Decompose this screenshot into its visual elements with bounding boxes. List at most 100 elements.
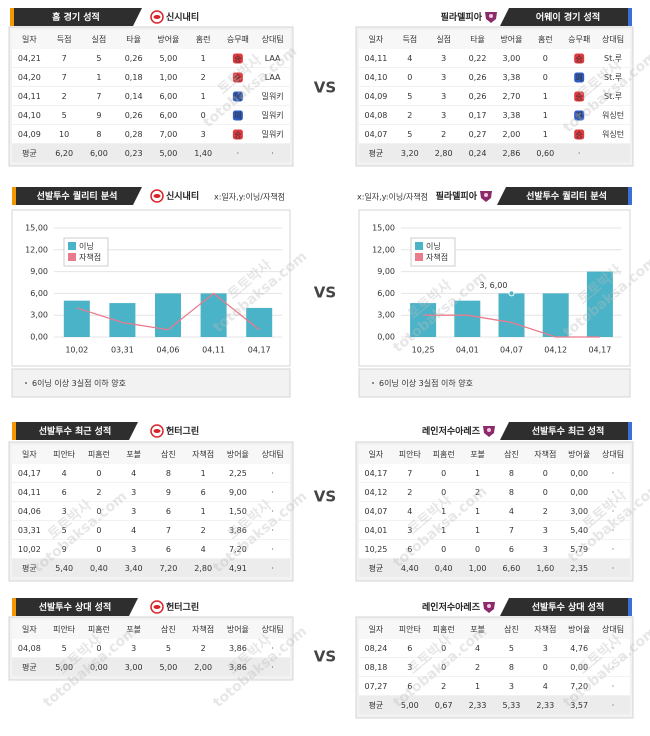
ribbon-accent xyxy=(628,187,632,205)
table-cell: 7,20 xyxy=(159,564,177,573)
result-text: 패 xyxy=(576,73,583,83)
column-header: 실점 xyxy=(436,34,451,44)
table-cell: 04,10 xyxy=(364,73,387,82)
table-cell: 0,24 xyxy=(469,149,487,158)
table-cell: · xyxy=(271,663,274,672)
column-header: 홈런 xyxy=(196,34,211,44)
table-cell: 밀워키 xyxy=(262,111,284,120)
y-tick-label: 12,00 xyxy=(372,245,395,254)
table-cell: 08,24 xyxy=(364,644,387,653)
table-header-row xyxy=(12,445,290,464)
table-cell: 0,40 xyxy=(435,564,453,573)
table-cell: · xyxy=(612,507,615,516)
table-cell: 1,00 xyxy=(159,73,177,82)
column-header: 상대팀 xyxy=(602,449,624,459)
column-header: 피안타 xyxy=(399,449,422,459)
table-cell: · xyxy=(271,507,274,516)
column-header: 방어율 xyxy=(227,449,249,459)
table-cell: LAA xyxy=(265,73,281,82)
table-row xyxy=(359,658,630,676)
table-cell: 0,17 xyxy=(469,111,487,120)
table-cell: 3 xyxy=(543,526,548,535)
y-tick-label: 6,00 xyxy=(377,289,395,298)
table-cell: 1 xyxy=(475,469,480,478)
table-row xyxy=(359,677,630,695)
table-cell: 5,79 xyxy=(570,545,588,554)
table-cell: 3 xyxy=(407,663,412,672)
table-row xyxy=(12,483,290,501)
vs-label: VS xyxy=(314,488,336,506)
column-header: 상대팀 xyxy=(262,449,284,459)
y-tick-label: 9,00 xyxy=(30,267,48,276)
table-cell: 6 xyxy=(166,545,171,554)
column-header: 방어율 xyxy=(500,34,522,44)
table-cell: 6 xyxy=(407,545,412,554)
result-text: 승 xyxy=(576,93,583,102)
table-cell: 5,00 xyxy=(401,701,419,710)
legend-label: 이닝 xyxy=(79,241,94,251)
table-cell: · xyxy=(612,564,615,573)
table-cell: 0,67 xyxy=(435,701,453,710)
table-cell: 3 xyxy=(441,73,446,82)
team-logo-mark xyxy=(153,429,161,433)
bar xyxy=(498,293,525,337)
column-header: 자책점 xyxy=(534,624,556,634)
table-cell: 1 xyxy=(96,73,101,82)
team-logo-mark xyxy=(489,14,493,18)
table-row xyxy=(12,639,290,657)
table-cell: St.루 xyxy=(604,54,622,63)
table-row xyxy=(12,540,290,558)
table-row xyxy=(12,521,290,539)
table-cell: 2 xyxy=(441,130,446,139)
table-cell: 5,40 xyxy=(570,526,588,535)
table-cell: LAA xyxy=(265,54,281,63)
table-cell: 1 xyxy=(543,111,548,120)
x-tick-label: 04,01 xyxy=(456,346,479,355)
table-cell: 워싱턴 xyxy=(602,110,624,120)
table-cell: 3 xyxy=(543,644,548,653)
ribbon-accent xyxy=(628,8,632,26)
table-cell: 0,23 xyxy=(125,149,143,158)
table-cell: 3,38 xyxy=(503,111,521,120)
table-cell: 4,76 xyxy=(570,644,588,653)
column-header: 자책점 xyxy=(192,449,214,459)
table-cell: 3 xyxy=(407,526,412,535)
table-row xyxy=(12,49,290,67)
table-cell: 0 xyxy=(543,73,548,82)
table-cell: 2,70 xyxy=(503,92,521,101)
table-header-row xyxy=(12,620,290,639)
chart-note: x:일자,y:이닝/자책점 xyxy=(214,192,285,202)
section-ribbon xyxy=(497,187,632,205)
ribbon-accent xyxy=(12,187,16,205)
table-cell: 1 xyxy=(201,54,206,63)
table-cell: · xyxy=(578,149,581,158)
section-ribbon xyxy=(500,422,632,440)
average-row xyxy=(359,144,630,162)
column-header: 일자 xyxy=(22,450,37,459)
result-text: 패 xyxy=(234,92,241,102)
average-row xyxy=(359,559,630,577)
table-cell: 3 xyxy=(441,92,446,101)
result-icon xyxy=(574,129,585,140)
table-cell: 0,26 xyxy=(125,54,143,63)
table-cell: 2,33 xyxy=(469,701,487,710)
column-header: 일자 xyxy=(22,625,37,634)
table-cell: 1 xyxy=(475,682,480,691)
table-cell: 4 xyxy=(131,526,136,535)
table-cell: 9 xyxy=(166,488,171,497)
team-logo-mark xyxy=(153,194,161,198)
table-cell: 3,00 xyxy=(503,54,521,63)
table-cell: · xyxy=(271,488,274,497)
table-row xyxy=(359,106,630,124)
table-cell: 1 xyxy=(475,526,480,535)
result-icon xyxy=(232,110,243,121)
table-cell: 평균 xyxy=(22,662,37,672)
legend-swatch xyxy=(68,242,76,250)
x-tick-label: 10,02 xyxy=(65,346,88,355)
table-cell: 5,00 xyxy=(55,663,73,672)
table-cell: 0 xyxy=(543,469,548,478)
table-cell: 1 xyxy=(543,130,548,139)
x-tick-label: 04,17 xyxy=(588,346,611,355)
table-row xyxy=(12,125,290,143)
team-name: 헌터그린 xyxy=(166,601,199,613)
